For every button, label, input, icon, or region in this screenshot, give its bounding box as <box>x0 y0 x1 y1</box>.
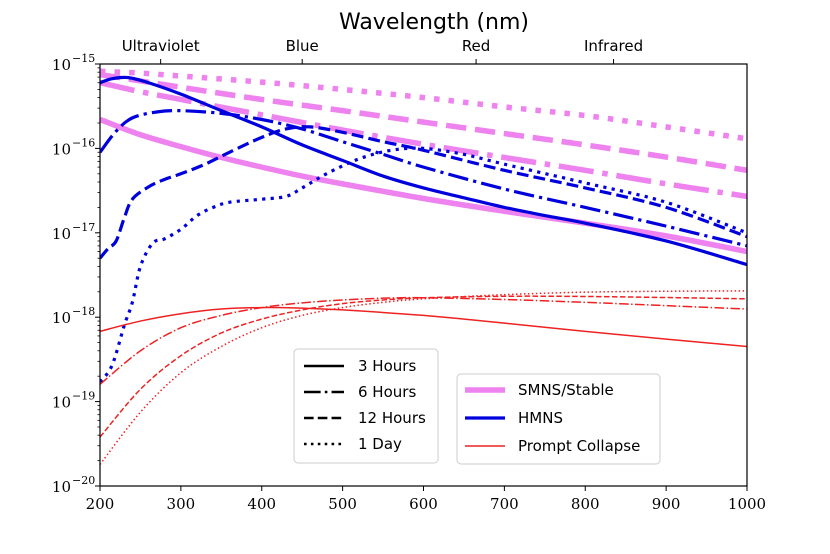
y-tick-exponent: −15 <box>72 52 95 65</box>
y-tick-exponent: −19 <box>72 390 95 403</box>
legend-time-label: 6 Hours <box>358 383 416 401</box>
series-line-hmns-6-hours <box>100 109 747 248</box>
legend-time-label: 12 Hours <box>358 409 426 427</box>
x-tick-label: 800 <box>571 495 600 513</box>
y-tick-label: 10 <box>52 394 71 412</box>
y-tick-base: 10 <box>52 394 71 412</box>
series-line-smns-stable-12-hours <box>100 71 747 174</box>
series-line-hmns-3-hours <box>100 75 747 267</box>
top-axis-bands: Ultraviolet Blue Red Infrared <box>122 37 643 64</box>
chart-title: Wavelength (nm) <box>339 10 529 35</box>
x-tick-label: 400 <box>247 495 276 513</box>
series-line-smns-stable-1-day <box>100 68 747 142</box>
x-tick-label: 900 <box>652 495 681 513</box>
y-tick-base: 10 <box>52 140 71 158</box>
y-tick-base: 10 <box>52 309 71 327</box>
series-line-prompt-collapse-12-hours <box>100 295 747 438</box>
y-tick-exponent: −20 <box>72 474 95 487</box>
y-tick-base: 10 <box>52 478 71 496</box>
y-tick-label: 10 <box>52 140 71 158</box>
band-label: Red <box>462 37 491 55</box>
y-tick-label: 10 <box>52 309 71 327</box>
series-line-prompt-collapse-3-hours <box>100 306 747 348</box>
plot-frame <box>99 63 748 487</box>
series-line-hmns-12-hours <box>100 125 747 260</box>
band-label: Blue <box>286 37 319 55</box>
y-tick-label: 10 <box>52 225 71 243</box>
x-tick-label: 300 <box>167 495 196 513</box>
legend-models: SMNS/Stable HMNS Prompt Collapse <box>456 373 661 465</box>
series-lines <box>100 68 747 465</box>
x-tick-label: 1000 <box>728 495 766 513</box>
y-tick-exponent: −18 <box>72 305 95 318</box>
y-tick-base: 10 <box>52 56 71 74</box>
legend-model-label: Prompt Collapse <box>518 437 640 455</box>
band-label: Ultraviolet <box>122 37 200 55</box>
y-tick-label: 10 <box>52 478 71 496</box>
x-tick-label: 600 <box>409 495 438 513</box>
y-tick-exponent: −16 <box>72 136 95 149</box>
x-axis-ticks: 200 300 400 500 600 700 800 900 1000 <box>86 486 766 513</box>
legend-time-styles: 3 Hours 6 Hours 12 Hours 1 Day <box>293 348 439 464</box>
x-tick-label: 700 <box>490 495 519 513</box>
series-line-smns-stable-3-hours <box>100 116 747 255</box>
legend-time-label: 3 Hours <box>358 357 416 375</box>
x-tick-label: 500 <box>328 495 357 513</box>
y-tick-base: 10 <box>52 225 71 243</box>
legend-time-box <box>293 348 439 464</box>
band-label: Infrared <box>584 37 643 55</box>
y-tick-exponent: −17 <box>72 221 95 234</box>
legend-model-box <box>456 373 661 465</box>
x-tick-label: 200 <box>86 495 115 513</box>
series-line-smns-stable-6-hours <box>100 80 747 200</box>
legend-model-label: SMNS/Stable <box>518 381 614 399</box>
legend-model-label: HMNS <box>518 409 563 427</box>
y-tick-label: 10 <box>52 56 71 74</box>
series-line-prompt-collapse-6-hours <box>100 296 747 385</box>
legend-time-label: 1 Day <box>358 435 402 453</box>
